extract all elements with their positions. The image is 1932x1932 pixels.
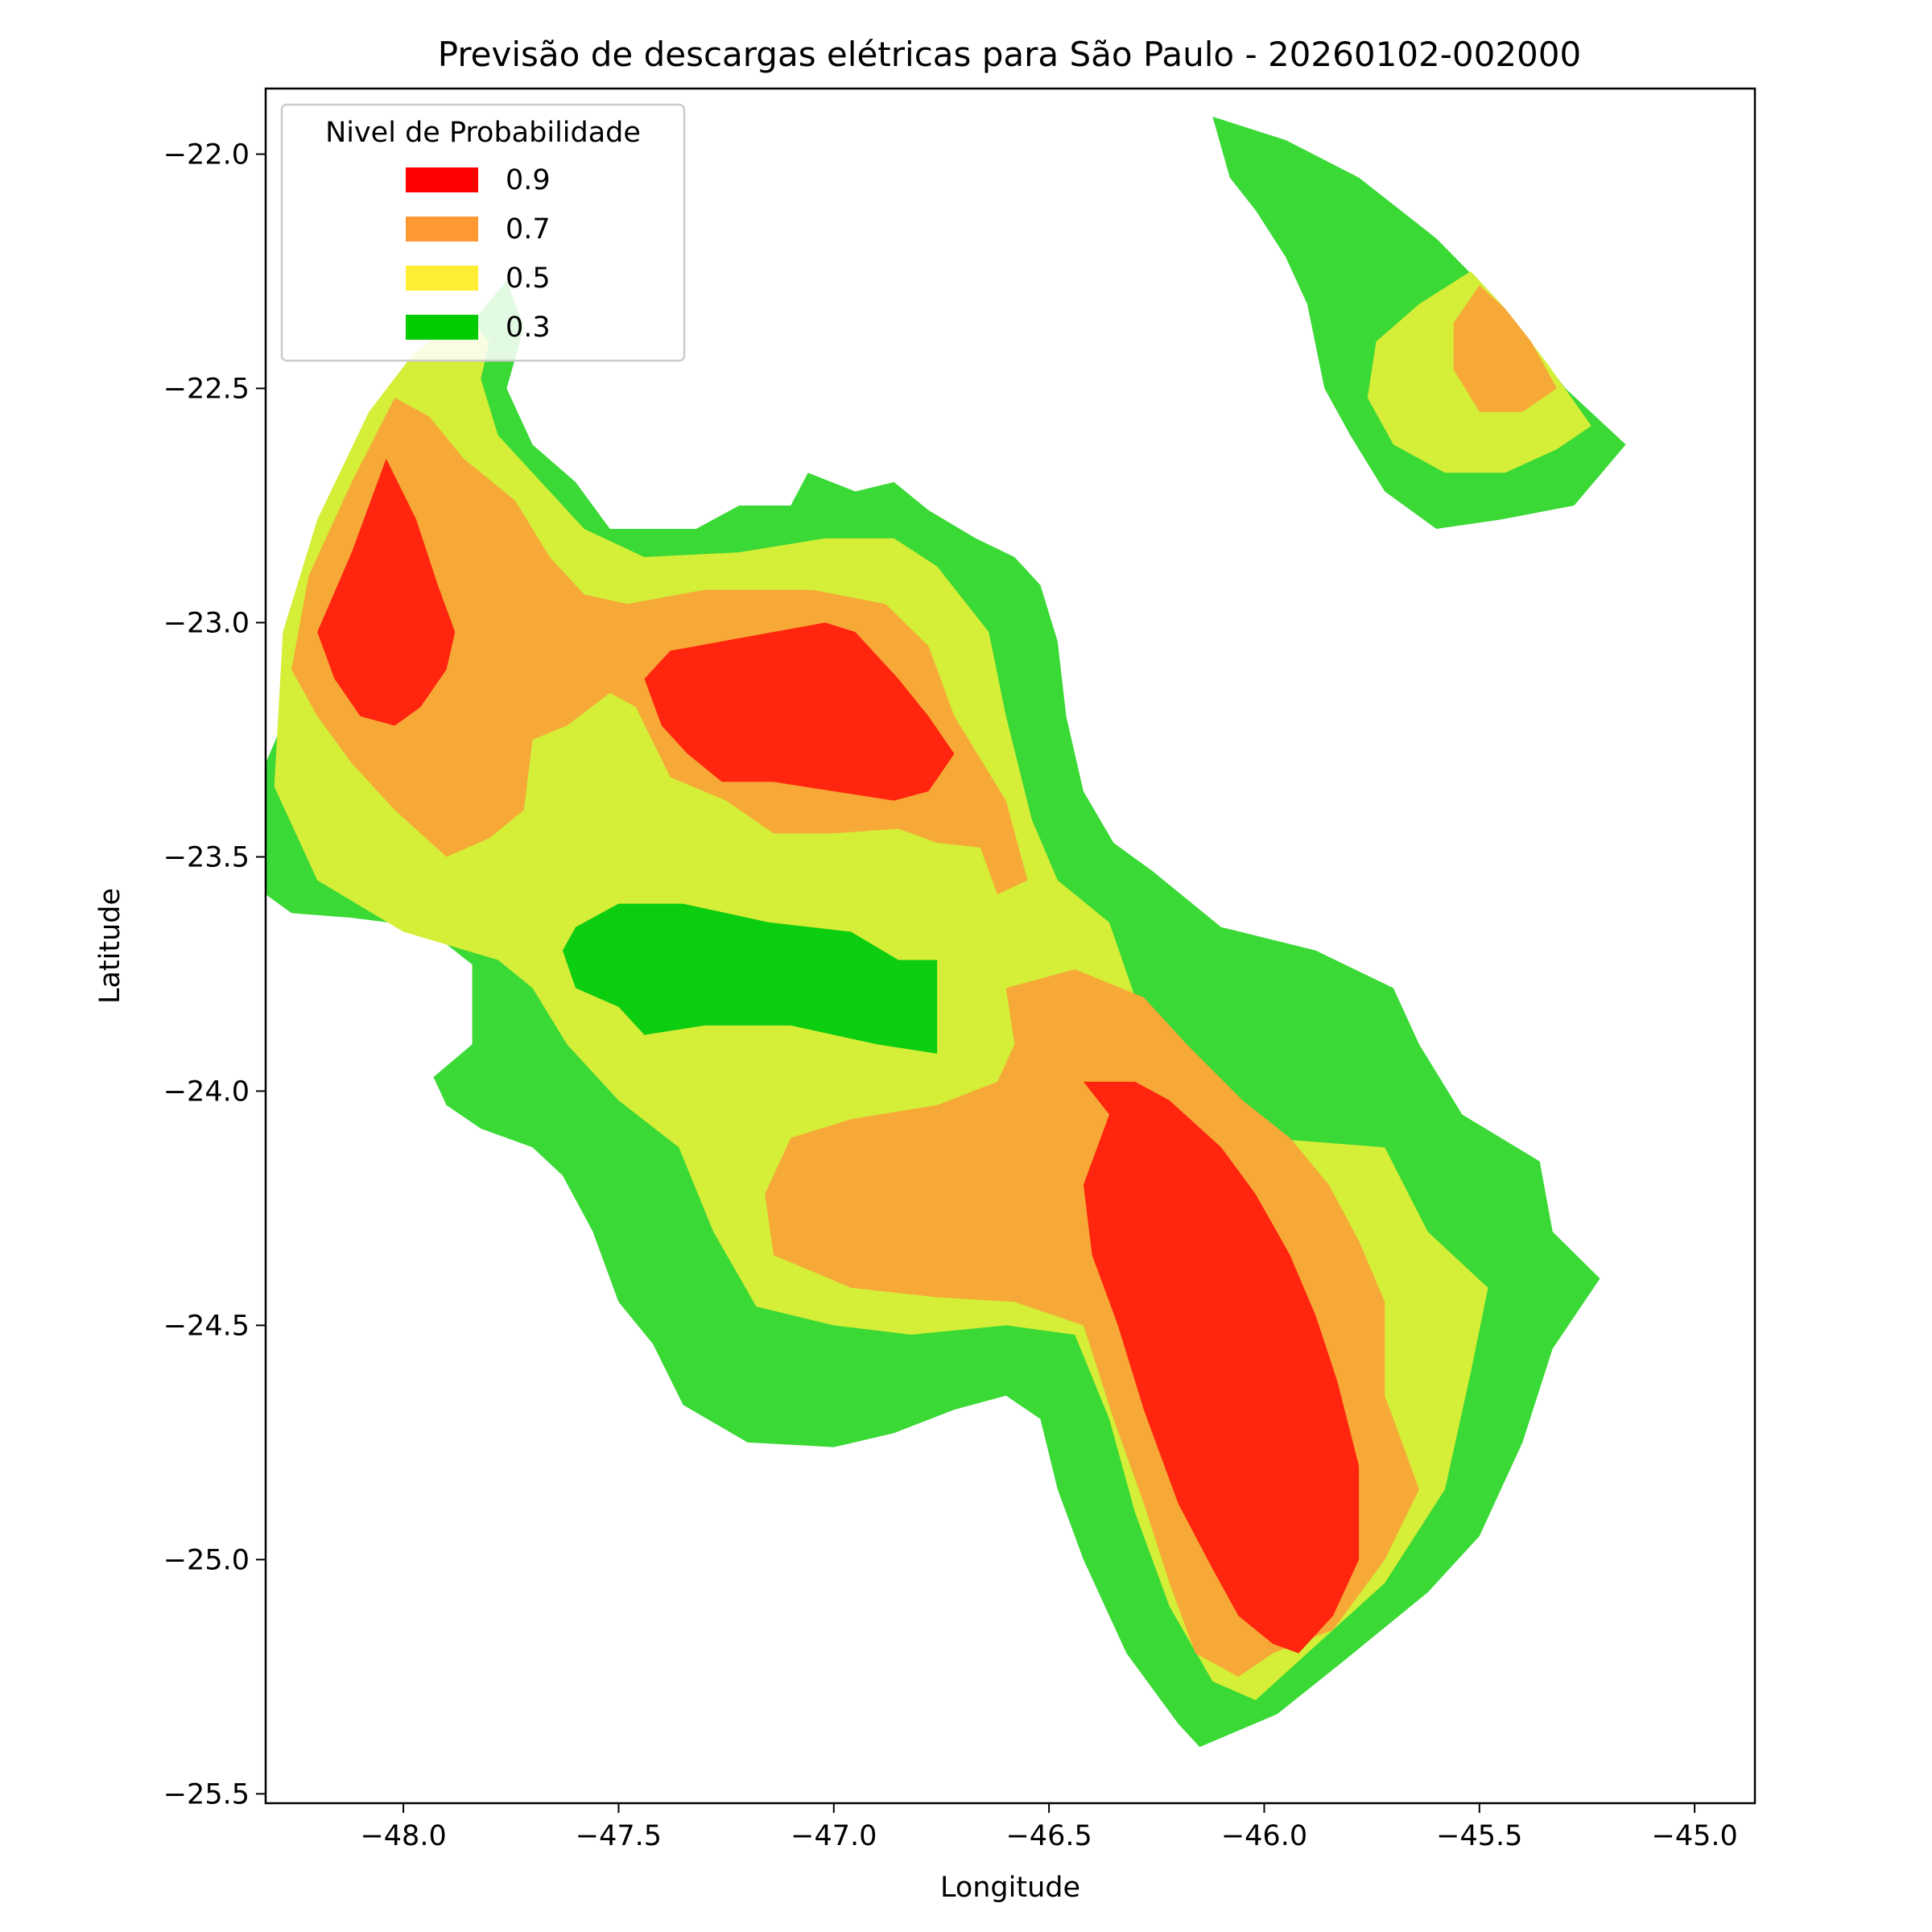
x-tick-label: −45.5 xyxy=(1436,1820,1522,1852)
legend-label: 0.5 xyxy=(506,262,551,295)
y-axis-label: Latitude xyxy=(94,888,126,1004)
legend-box xyxy=(280,103,686,362)
probability-regions xyxy=(266,116,1626,1748)
x-tick-label: −47.0 xyxy=(791,1820,877,1852)
x-tick-label: −48.0 xyxy=(360,1820,446,1852)
probability-region-0-9-5 xyxy=(644,622,955,801)
y-tick-label: −22.0 xyxy=(163,138,250,171)
y-axis: −22.0 −22.5 −23.0 −23.5 −24.0 −24.5 −25.0 −25.5 xyxy=(163,138,266,1810)
probability-region-0-9-4 xyxy=(317,458,456,726)
x-tick-label: −47.5 xyxy=(576,1820,662,1852)
y-tick-label: −23.0 xyxy=(163,607,250,639)
legend-title: Nivel de Probabilidade xyxy=(325,117,641,149)
y-tick-label: −24.5 xyxy=(163,1310,250,1342)
legend-swatch xyxy=(406,217,478,242)
plot-frame xyxy=(264,87,1757,1805)
legend-label: 0.9 xyxy=(506,164,551,196)
x-axis: −48.0 −47.5 −47.0 −46.5 −46.0 −45.5 −45.0 xyxy=(360,1803,1738,1852)
y-tick-label: −25.5 xyxy=(163,1778,250,1810)
y-tick-label: −24.0 xyxy=(163,1075,250,1108)
x-axis-label: Longitude xyxy=(940,1872,1080,1904)
y-tick-label: −23.5 xyxy=(163,841,250,873)
probability-region-0-7-10 xyxy=(1453,285,1557,412)
probability-region-0-3-core-7 xyxy=(562,903,938,1054)
chart-title: Previsão de descargas elétricas para São… xyxy=(438,35,1581,74)
x-tick-label: −45.0 xyxy=(1652,1820,1738,1852)
y-tick-label: −22.5 xyxy=(163,373,250,405)
legend-label: 0.3 xyxy=(506,312,551,344)
x-tick-label: −46.5 xyxy=(1005,1820,1092,1852)
legend-label: 0.7 xyxy=(506,213,551,246)
probability-region-0-9-6 xyxy=(1083,1081,1360,1653)
legend-swatch xyxy=(406,167,478,192)
legend-swatch xyxy=(406,315,478,340)
x-tick-label: −46.0 xyxy=(1221,1820,1307,1852)
legend: Nivel de Probabilidade 0.9 0.7 0.5 0.3 xyxy=(280,103,686,362)
legend-swatch xyxy=(406,266,478,291)
y-tick-label: −25.0 xyxy=(163,1544,250,1576)
legend-entries: 0.9 0.7 0.5 0.3 xyxy=(406,164,551,344)
